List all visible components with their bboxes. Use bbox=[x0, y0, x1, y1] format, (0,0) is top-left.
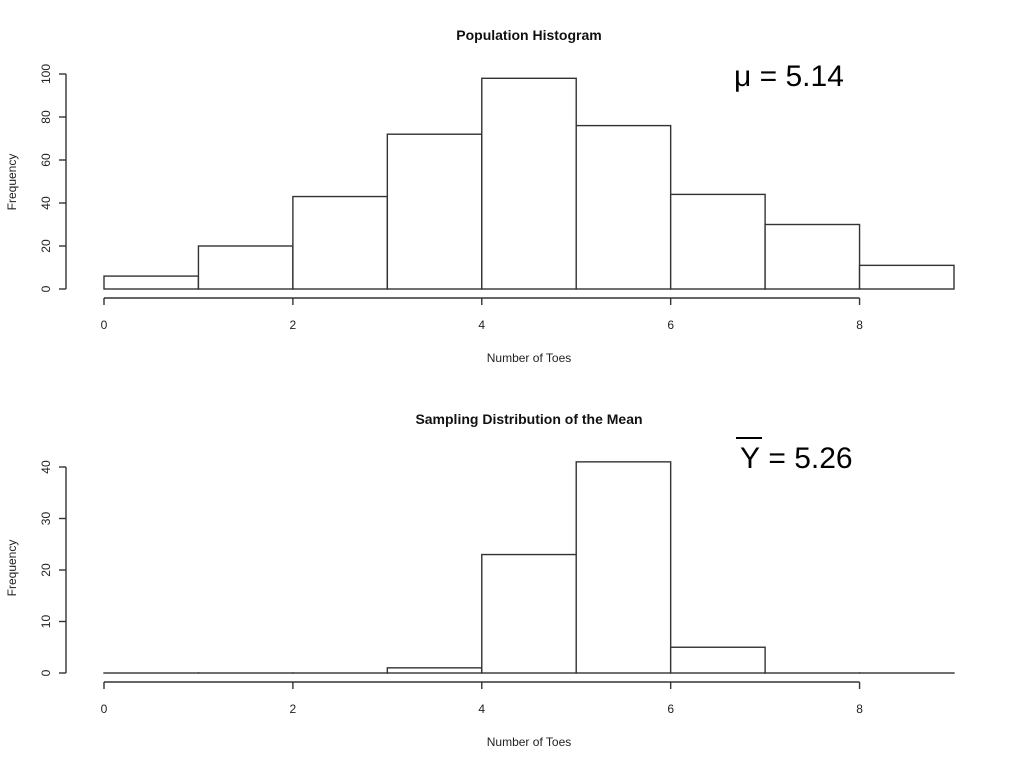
chart1-y-tick-label: 100 bbox=[39, 64, 53, 84]
chart1-y-tick-label: 20 bbox=[39, 239, 53, 253]
chart2-y-tick-label: 30 bbox=[39, 512, 53, 526]
chart1-bar bbox=[858, 264, 955, 290]
chart1-x-tick-label: 4 bbox=[478, 318, 485, 332]
chart1-bar bbox=[575, 124, 672, 290]
mean-annotation-sampling: Y = 5.26 bbox=[735, 437, 853, 475]
chart1-y-tick-label: 0 bbox=[39, 285, 53, 292]
chart2-y-tick-label: 40 bbox=[39, 460, 53, 474]
chart2-x-tick-label: 8 bbox=[856, 702, 863, 716]
chart1-bar bbox=[386, 133, 483, 290]
chart2-x-tick-label: 4 bbox=[478, 702, 485, 716]
chart2-x-axis-label: Number of Toes bbox=[487, 735, 572, 749]
ybar-value: = 5.26 bbox=[760, 442, 853, 475]
ybar-symbol: Y bbox=[735, 437, 763, 475]
mu-symbol: μ bbox=[734, 60, 752, 93]
chart2-x-tick-label: 2 bbox=[290, 702, 297, 716]
chart1-bar bbox=[103, 275, 200, 290]
chart1-bar bbox=[197, 245, 294, 290]
chart2-bar bbox=[481, 553, 577, 674]
chart2-bar bbox=[386, 667, 483, 674]
chart2-bar bbox=[575, 461, 672, 674]
chart1-x-axis-label: Number of Toes bbox=[487, 351, 572, 365]
chart2-y-axis-label: Frequency bbox=[5, 540, 19, 597]
chart1-bar bbox=[481, 77, 577, 290]
chart1-title: Population Histogram bbox=[456, 27, 601, 43]
chart1-bar bbox=[764, 223, 861, 290]
chart1-y-tick-label: 80 bbox=[39, 110, 53, 124]
chart2-y-tick-label: 0 bbox=[39, 669, 53, 676]
chart1-bar bbox=[292, 195, 389, 290]
mu-value: = 5.14 bbox=[751, 60, 844, 93]
chart1-x-tick-label: 6 bbox=[667, 318, 674, 332]
chart2-bar bbox=[669, 646, 766, 674]
chart2-title: Sampling Distribution of the Mean bbox=[415, 411, 642, 427]
chart2-y-tick-label: 20 bbox=[39, 563, 53, 577]
chart1-x-tick-label: 0 bbox=[101, 318, 108, 332]
chart1-y-tick-label: 60 bbox=[39, 153, 53, 167]
mean-annotation-population: μ = 5.14 bbox=[734, 62, 844, 92]
chart1-bar bbox=[669, 193, 766, 290]
chart2-x-tick-label: 6 bbox=[667, 702, 674, 716]
chart1-x-tick-label: 8 bbox=[856, 318, 863, 332]
chart1-x-tick-label: 2 bbox=[290, 318, 297, 332]
chart1-y-axis-label: Frequency bbox=[5, 154, 19, 211]
chart2-x-tick-label: 0 bbox=[101, 702, 108, 716]
chart2-y-tick-label: 10 bbox=[39, 615, 53, 629]
chart1-y-tick-label: 40 bbox=[39, 196, 53, 210]
